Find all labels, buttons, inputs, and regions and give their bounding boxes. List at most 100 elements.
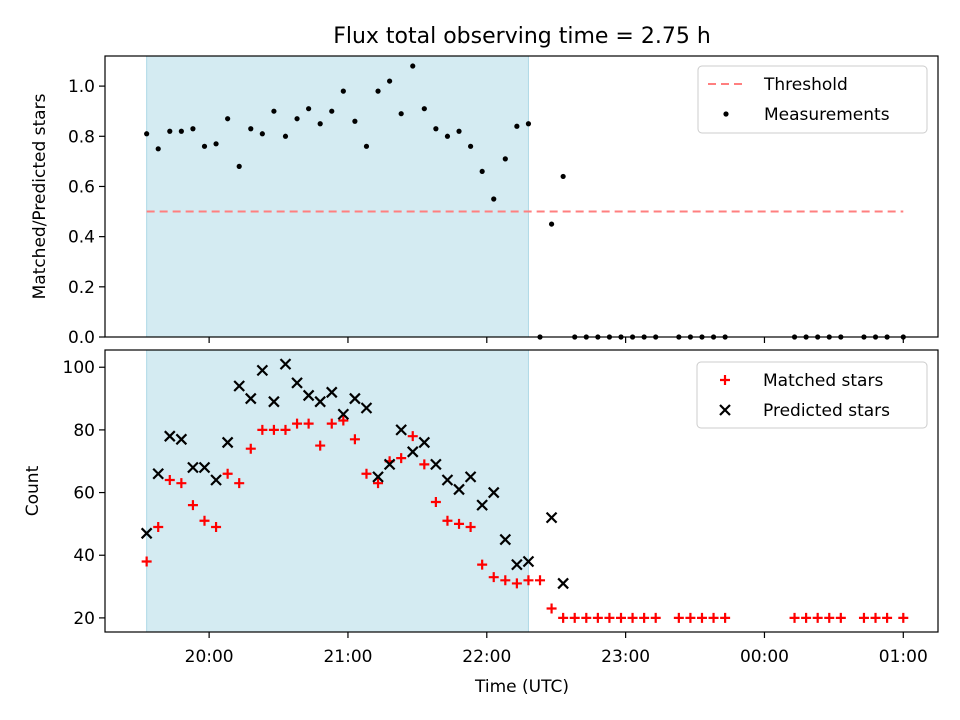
predicted-star-point [187, 461, 199, 474]
predicted-star-point [349, 392, 361, 405]
predicted-star-point [279, 358, 292, 370]
matched-star-point [338, 415, 349, 426]
matched-star-point [639, 612, 650, 623]
x-tick-label: 01:00 [879, 647, 928, 667]
predicted-star-point [198, 461, 211, 474]
measurement-point [502, 156, 508, 162]
measurement-point [201, 143, 208, 149]
predicted-star-point [210, 474, 222, 486]
predicted-star-point [499, 533, 512, 546]
y-tick-label: 0.6 [68, 177, 95, 197]
predicted-star-point [511, 558, 523, 571]
measurement-point [375, 88, 381, 94]
top-panel: 0.0 0.2 0.4 0.6 0.8 1.0 Matched/Predicted star… [30, 55, 939, 348]
predicted-star-point [453, 483, 465, 496]
matched-star-point [442, 515, 453, 526]
chart-title: Flux total observing time = 2.75 h [333, 24, 711, 49]
matched-star-point [430, 496, 441, 507]
predicted-star-point [337, 408, 350, 421]
matched-star-point [477, 559, 488, 570]
measurement-point [456, 128, 462, 134]
matched-star-point [812, 612, 823, 623]
measurement-point [340, 88, 346, 94]
measurement-point [514, 123, 520, 129]
matched-star-point [280, 424, 291, 435]
matched-star-point [396, 453, 407, 464]
matched-star-point [523, 575, 534, 586]
measurement-point [421, 106, 427, 112]
measurement-point [225, 116, 231, 122]
legend-box [696, 361, 928, 429]
matched-star-point [141, 556, 152, 567]
matched-star-point [615, 612, 626, 623]
predicted-star-point [221, 436, 234, 449]
predicted-star-point [395, 424, 407, 436]
measurement-point [271, 108, 277, 114]
axes-frame [104, 349, 939, 633]
measurement-point [560, 173, 566, 180]
matched-star-point [546, 603, 557, 614]
predicted-star-point [372, 471, 384, 483]
predicted-star-point [545, 511, 558, 524]
matched-star-point [465, 522, 476, 533]
matched-star-point [708, 612, 719, 623]
y-tick-label: 0.8 [68, 127, 95, 147]
legend-label: Matched stars [763, 371, 883, 391]
measurement-point [433, 126, 439, 132]
measurement-point [317, 121, 323, 127]
matched-star-point [292, 418, 303, 429]
measurement-point [410, 63, 416, 69]
matched-star-point [858, 612, 869, 623]
x-tick-label: 20:00 [185, 647, 234, 667]
y-tick-label: 1.0 [68, 77, 95, 97]
predicted-star-point [140, 527, 153, 540]
matched-star-point [696, 612, 707, 623]
matched-star-point [488, 572, 499, 583]
measurement-point [491, 196, 497, 202]
matched-star-point [454, 518, 465, 529]
y-axis-label: Matched/Predicted stars [30, 93, 50, 299]
measurement-point [248, 126, 254, 132]
measurement-point [444, 133, 451, 139]
predicted-star-point [430, 458, 442, 471]
matched-star-point [835, 612, 846, 623]
matched-star-point [361, 468, 372, 479]
predicted-star-point [360, 402, 373, 414]
measurement-point [479, 168, 485, 175]
legend: Matched stars Predicted stars [696, 361, 928, 429]
axes-frame [104, 55, 939, 338]
matched-star-point [581, 612, 592, 623]
predicted-star-point [314, 395, 326, 408]
predicted-star-point [522, 555, 535, 568]
measurement-point [294, 116, 300, 122]
matched-star-point [222, 468, 233, 479]
measurement-point [155, 146, 161, 152]
measurement-point [282, 133, 289, 139]
measurement-point [548, 221, 555, 227]
matched-star-point [592, 612, 603, 623]
measurement-point [467, 143, 474, 149]
matched-star-point [349, 434, 360, 445]
matched-star-point [326, 418, 337, 429]
legend-label: Threshold [763, 75, 848, 95]
x-tick-label: 00:00 [740, 647, 789, 667]
matched-star-point [245, 443, 256, 454]
y-tick-label: 0.0 [68, 328, 95, 348]
matched-star-point [211, 522, 222, 533]
predicted-star-point [175, 433, 188, 446]
matched-star-point [720, 612, 731, 623]
y-tick-label: 100 [63, 358, 95, 378]
legend-predicted-swatch [719, 404, 731, 416]
matched-star-point [604, 612, 615, 623]
matched-star-point [500, 575, 511, 586]
measurement-point [178, 128, 184, 134]
predicted-star-point [233, 380, 245, 392]
observing-window-shade [146, 55, 529, 338]
matched-star-point [234, 478, 245, 489]
measurement-point [190, 126, 196, 132]
measurement-point [306, 106, 312, 112]
matched-star-point [187, 500, 198, 511]
predicted-star-point [325, 386, 338, 399]
matched-star-point [673, 612, 684, 623]
predicted-star-point [291, 377, 303, 389]
